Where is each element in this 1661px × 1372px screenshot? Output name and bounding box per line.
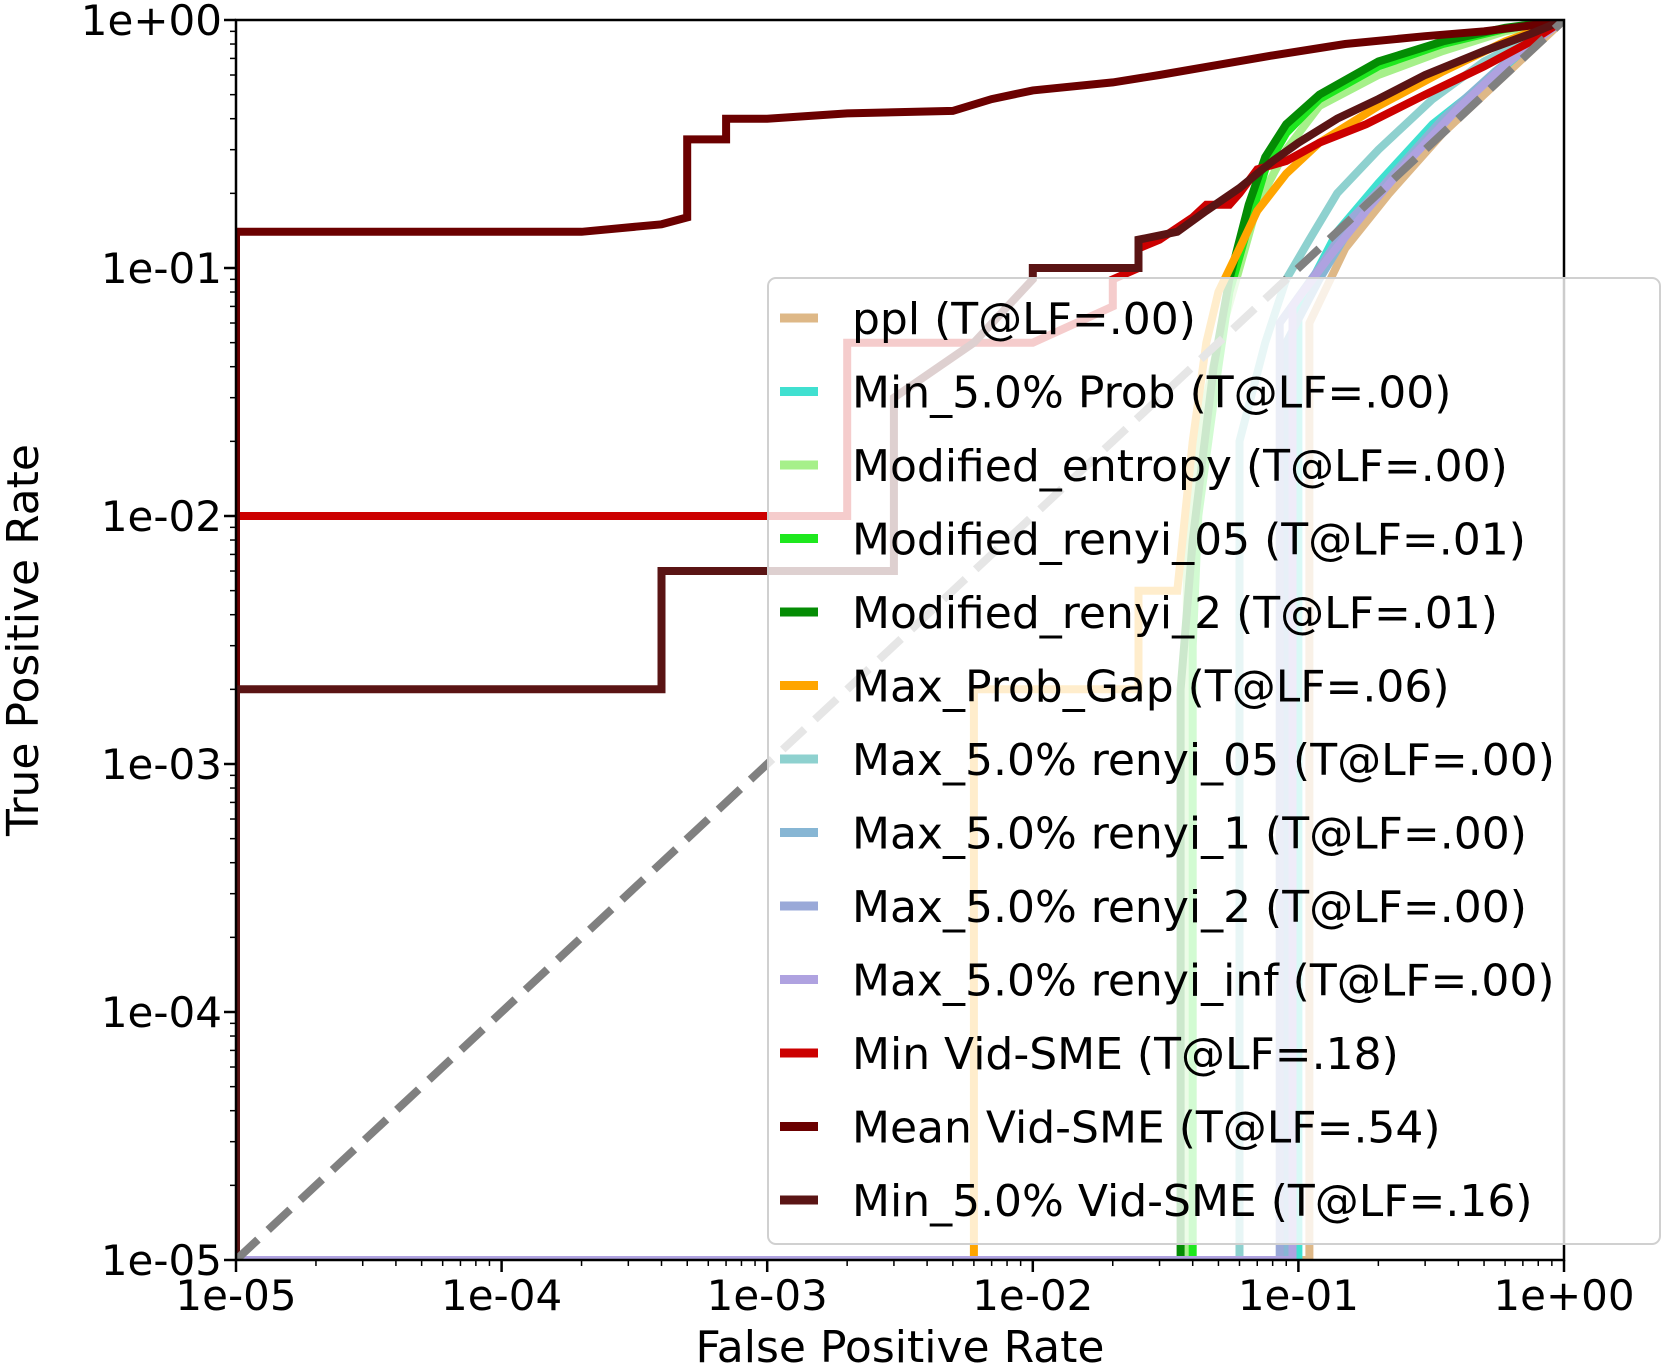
legend: ppl (T@LF=.00) Min_5.0% Prob (T@LF=.00) Mo… [767, 277, 1661, 1245]
series-line-11 [236, 20, 1564, 1260]
legend-label: Max_5.0% renyi_1 (T@LF=.00) [852, 809, 1527, 860]
x-tick-label: 1e-03 [707, 1271, 828, 1320]
y-axis-label: True Positive Rate [0, 444, 49, 837]
y-tick-label: 1e-03 [101, 740, 222, 789]
legend-label: Max_5.0% renyi_05 (T@LF=.00) [852, 735, 1555, 786]
y-tick-label: 1e-02 [101, 492, 222, 541]
legend-label: Min Vid-SME (T@LF=.18) [852, 1029, 1399, 1080]
legend-label: Min_5.0% Prob (T@LF=.00) [852, 368, 1451, 419]
x-tick-label: 1e-05 [175, 1271, 296, 1320]
y-tick-label: 1e-01 [101, 244, 222, 293]
x-tick-label: 1e-01 [1238, 1271, 1359, 1320]
legend-label: Modified_entropy (T@LF=.00) [852, 441, 1508, 492]
x-axis-label: False Positive Rate [696, 1322, 1105, 1368]
legend-box [767, 277, 1661, 1245]
x-axis: 1e-05 1e-04 1e-03 1e-02 1e-01 1e+00 [175, 1260, 1635, 1320]
legend-label: Modified_renyi_2 (T@LF=.01) [852, 588, 1498, 639]
legend-label: Max_5.0% renyi_inf (T@LF=.00) [852, 956, 1555, 1007]
x-tick-label: 1e-02 [972, 1271, 1093, 1320]
legend-label: Mean Vid-SME (T@LF=.54) [852, 1103, 1441, 1154]
legend-label: Min_5.0% Vid-SME (T@LF=.16) [852, 1176, 1533, 1227]
y-axis: 1e-05 1e-04 1e-03 1e-02 1e-01 1e+00 [81, 0, 236, 1285]
y-tick-label: 1e-04 [101, 988, 222, 1037]
legend-label: Max_5.0% renyi_2 (T@LF=.00) [852, 882, 1527, 933]
x-tick-label: 1e+00 [1493, 1271, 1634, 1320]
x-tick-label: 1e-04 [441, 1271, 562, 1320]
legend-label: Modified_renyi_05 (T@LF=.01) [852, 515, 1526, 566]
legend-label: ppl (T@LF=.00) [852, 294, 1196, 345]
y-tick-label: 1e-05 [101, 1236, 222, 1285]
legend-label: Max_Prob_Gap (T@LF=.06) [852, 662, 1450, 713]
y-tick-label: 1e+00 [81, 0, 222, 45]
